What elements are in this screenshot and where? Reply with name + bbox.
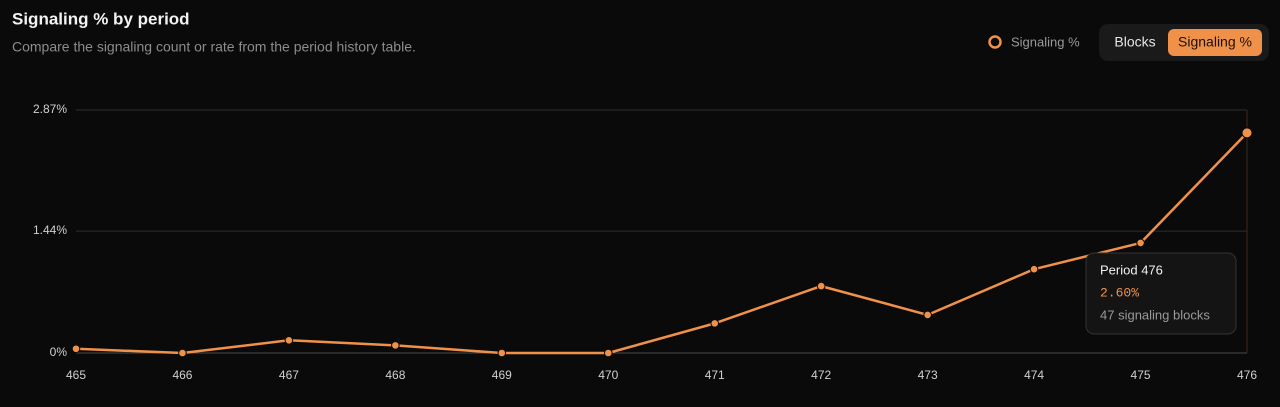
tooltip-value: 2.60% (1100, 285, 1139, 300)
y-tick-label: 0% (50, 345, 68, 359)
x-tick-label: 472 (811, 368, 831, 382)
data-point[interactable] (710, 319, 720, 328)
legend-label: Signaling % (1011, 34, 1080, 49)
data-point[interactable] (1029, 264, 1039, 274)
data-point[interactable] (178, 348, 187, 358)
toggle-button[interactable]: Signaling % (1178, 34, 1252, 50)
toggle-active-bg (1168, 29, 1262, 56)
y-tick-label: 2.87% (33, 102, 67, 116)
x-tick-label: 465 (66, 368, 86, 382)
data-point[interactable] (603, 348, 613, 358)
series-line (75, 131, 1248, 355)
x-tick-label: 468 (385, 368, 405, 382)
tooltip-title: Period 476 (1100, 262, 1163, 277)
data-point[interactable] (816, 281, 826, 291)
data-point[interactable] (284, 335, 294, 345)
data-point[interactable] (391, 341, 400, 350)
tooltip-box (1085, 252, 1237, 335)
data-point[interactable] (71, 344, 81, 354)
x-tick-label: 476 (1237, 368, 1257, 382)
x-tick-label: 474 (1024, 368, 1044, 382)
x-tick-label: 466 (172, 368, 192, 382)
x-tick-label: 473 (918, 368, 938, 382)
x-tick-label: 471 (705, 368, 725, 382)
chart-subtitle: Compare the signaling count or rate from… (12, 39, 416, 55)
y-tick-label: 1.44% (33, 223, 67, 237)
data-point[interactable] (923, 310, 932, 320)
chart-title: Signaling % by period (12, 9, 190, 28)
tooltip-detail: 47 signaling blocks (1100, 307, 1210, 322)
data-point[interactable] (1136, 238, 1145, 248)
x-tick-label: 467 (279, 368, 299, 382)
x-tick-label: 475 (1131, 368, 1151, 382)
toggle-button[interactable]: Blocks (1114, 34, 1155, 50)
legend-marker (988, 35, 1002, 49)
x-tick-label: 469 (492, 368, 512, 382)
data-point[interactable] (1241, 127, 1253, 139)
data-point[interactable] (497, 348, 507, 358)
x-tick-label: 470 (598, 368, 618, 382)
